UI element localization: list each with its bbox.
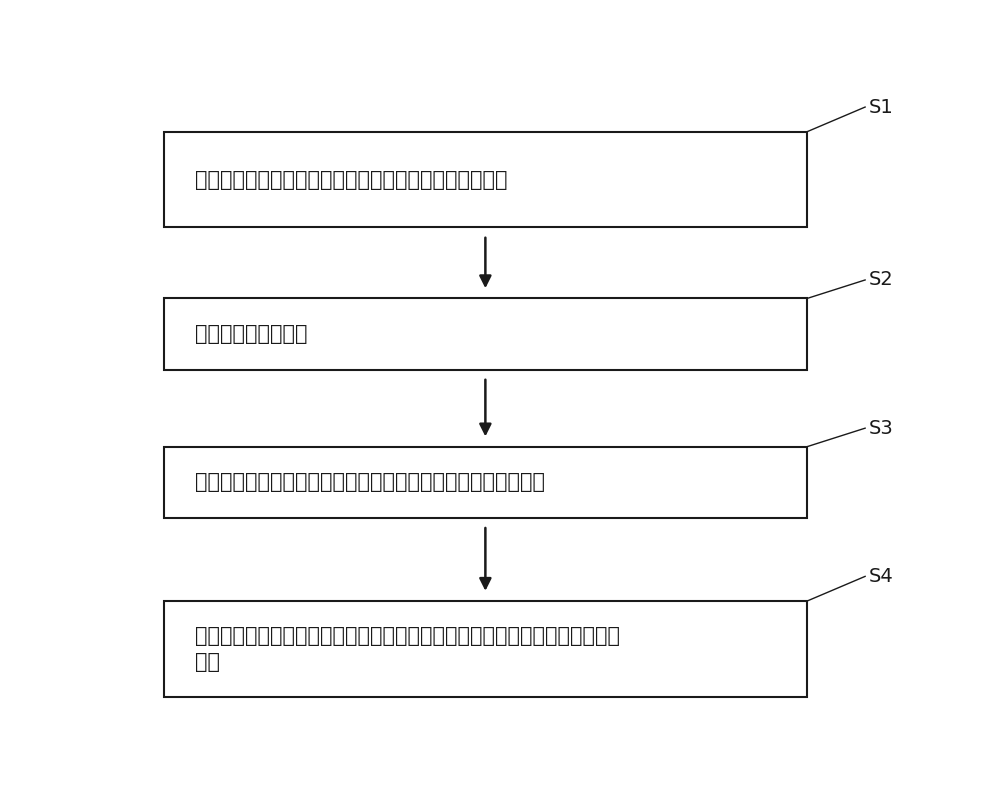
Text: S1: S1 <box>869 98 894 116</box>
Text: 使用透射式太赫兹时域光谱系统获得维织品光谱数据集；: 使用透射式太赫兹时域光谱系统获得维织品光谱数据集； <box>195 169 507 189</box>
Text: 构建定量分析模型；: 构建定量分析模型； <box>195 324 307 344</box>
Bar <box>164 298 807 370</box>
Bar <box>164 601 807 697</box>
Bar <box>164 132 807 228</box>
Text: 选择需判断的维织品光谱数据集输入优化后的所述定量分析模型，输出分析结
果。: 选择需判断的维织品光谱数据集输入优化后的所述定量分析模型，输出分析结 果。 <box>195 626 620 672</box>
Bar <box>164 447 807 518</box>
Text: S4: S4 <box>869 567 894 586</box>
Text: S3: S3 <box>869 419 894 438</box>
Text: S2: S2 <box>869 270 894 290</box>
Text: 将所述维织品光谱数据集输入所述定量分析模型进行训练优化；: 将所述维织品光谱数据集输入所述定量分析模型进行训练优化； <box>195 472 545 492</box>
